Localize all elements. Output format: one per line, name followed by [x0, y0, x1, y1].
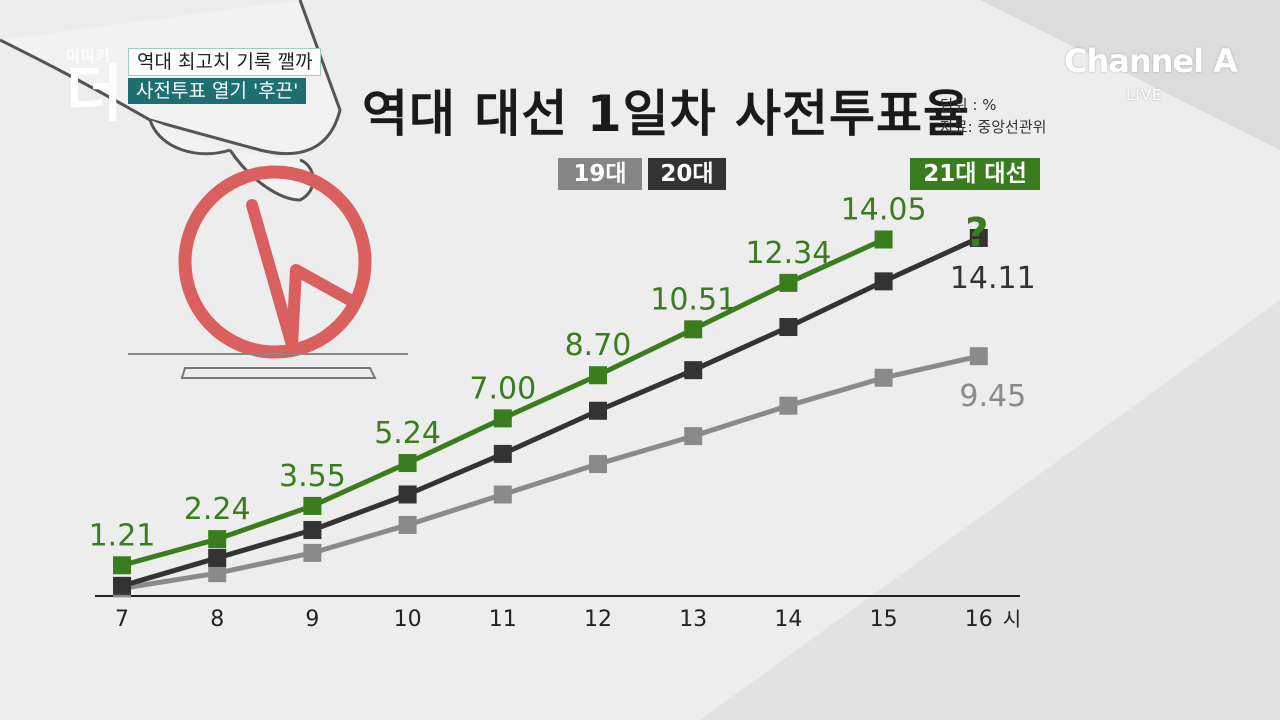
data-point	[208, 564, 227, 583]
x-tick-label: 10	[394, 607, 422, 632]
data-point	[398, 515, 417, 534]
program-logo-small: 미미키	[66, 47, 111, 65]
data-point	[779, 318, 798, 337]
vote-stamp-icon	[178, 165, 372, 359]
x-tick-label: 9	[305, 607, 319, 632]
data-point	[208, 530, 227, 549]
data-point	[779, 273, 798, 292]
x-tick-label: 12	[584, 607, 612, 632]
data-label: 3.55	[279, 459, 346, 494]
data-point	[874, 368, 893, 387]
data-point	[969, 347, 988, 366]
data-point	[684, 427, 703, 446]
channel-logo: Channel A	[1064, 42, 1238, 80]
data-point	[493, 409, 512, 428]
data-label: 9.45	[959, 379, 1026, 414]
hand-ballot-illustration	[0, 0, 342, 202]
data-point	[589, 366, 607, 385]
data-label: 12.34	[745, 236, 831, 271]
unit-note: 단위 : %	[940, 96, 997, 114]
data-point	[969, 228, 988, 247]
x-tick-label: 11	[489, 607, 517, 632]
live-indicator: LIVE	[1126, 86, 1163, 104]
data-label: 1.21	[89, 518, 156, 553]
program-logo: 미미키 더	[66, 47, 124, 130]
program-logo-big: 더	[66, 57, 124, 130]
data-label: 5.24	[374, 416, 441, 451]
chart-title: 역대 대선 1일차 사전투표율	[362, 85, 971, 143]
data-point	[684, 361, 703, 380]
data-point	[208, 548, 227, 567]
x-tick-label: 16	[965, 607, 993, 632]
data-point	[493, 485, 512, 504]
legend-19: 19대	[558, 158, 642, 190]
data-point	[303, 521, 322, 540]
x-tick-label: 8	[210, 607, 224, 632]
legend-21: 21대 대선	[910, 158, 1040, 190]
data-point	[398, 454, 417, 473]
headline-tag-2: 사전투표 열기 '후끈'	[128, 78, 307, 104]
source-note: 자료: 중앙선관위	[940, 118, 1047, 136]
data-label: 7.00	[469, 371, 536, 406]
legend-20: 20대	[648, 158, 726, 190]
data-point	[398, 485, 417, 504]
data-label: 8.70	[565, 328, 632, 363]
data-label: 14.11	[950, 261, 1036, 296]
data-point	[589, 455, 607, 474]
data-point	[113, 556, 131, 575]
x-tick-label: 15	[870, 607, 898, 632]
data-point	[779, 396, 798, 415]
data-point	[113, 576, 131, 595]
question-annotation: ?	[965, 210, 988, 256]
x-tick-label: 13	[679, 607, 707, 632]
data-point	[684, 320, 703, 339]
data-label: 10.51	[650, 282, 736, 317]
data-point	[874, 230, 893, 249]
x-tick-label: 7	[115, 607, 129, 632]
data-point	[303, 496, 322, 515]
data-point	[303, 543, 322, 562]
x-tick-label: 14	[774, 607, 802, 632]
data-point	[874, 272, 893, 291]
data-point	[589, 401, 607, 420]
data-label: 14.05	[841, 192, 927, 227]
data-label: 2.24	[184, 492, 251, 527]
headline-tag-1: 역대 최고치 기록 깰까	[128, 48, 322, 76]
data-point	[493, 444, 512, 463]
x-unit-label: 시	[1003, 607, 1021, 631]
series-line	[121, 353, 980, 591]
series-line	[121, 235, 980, 589]
ballot-slot	[180, 367, 377, 379]
